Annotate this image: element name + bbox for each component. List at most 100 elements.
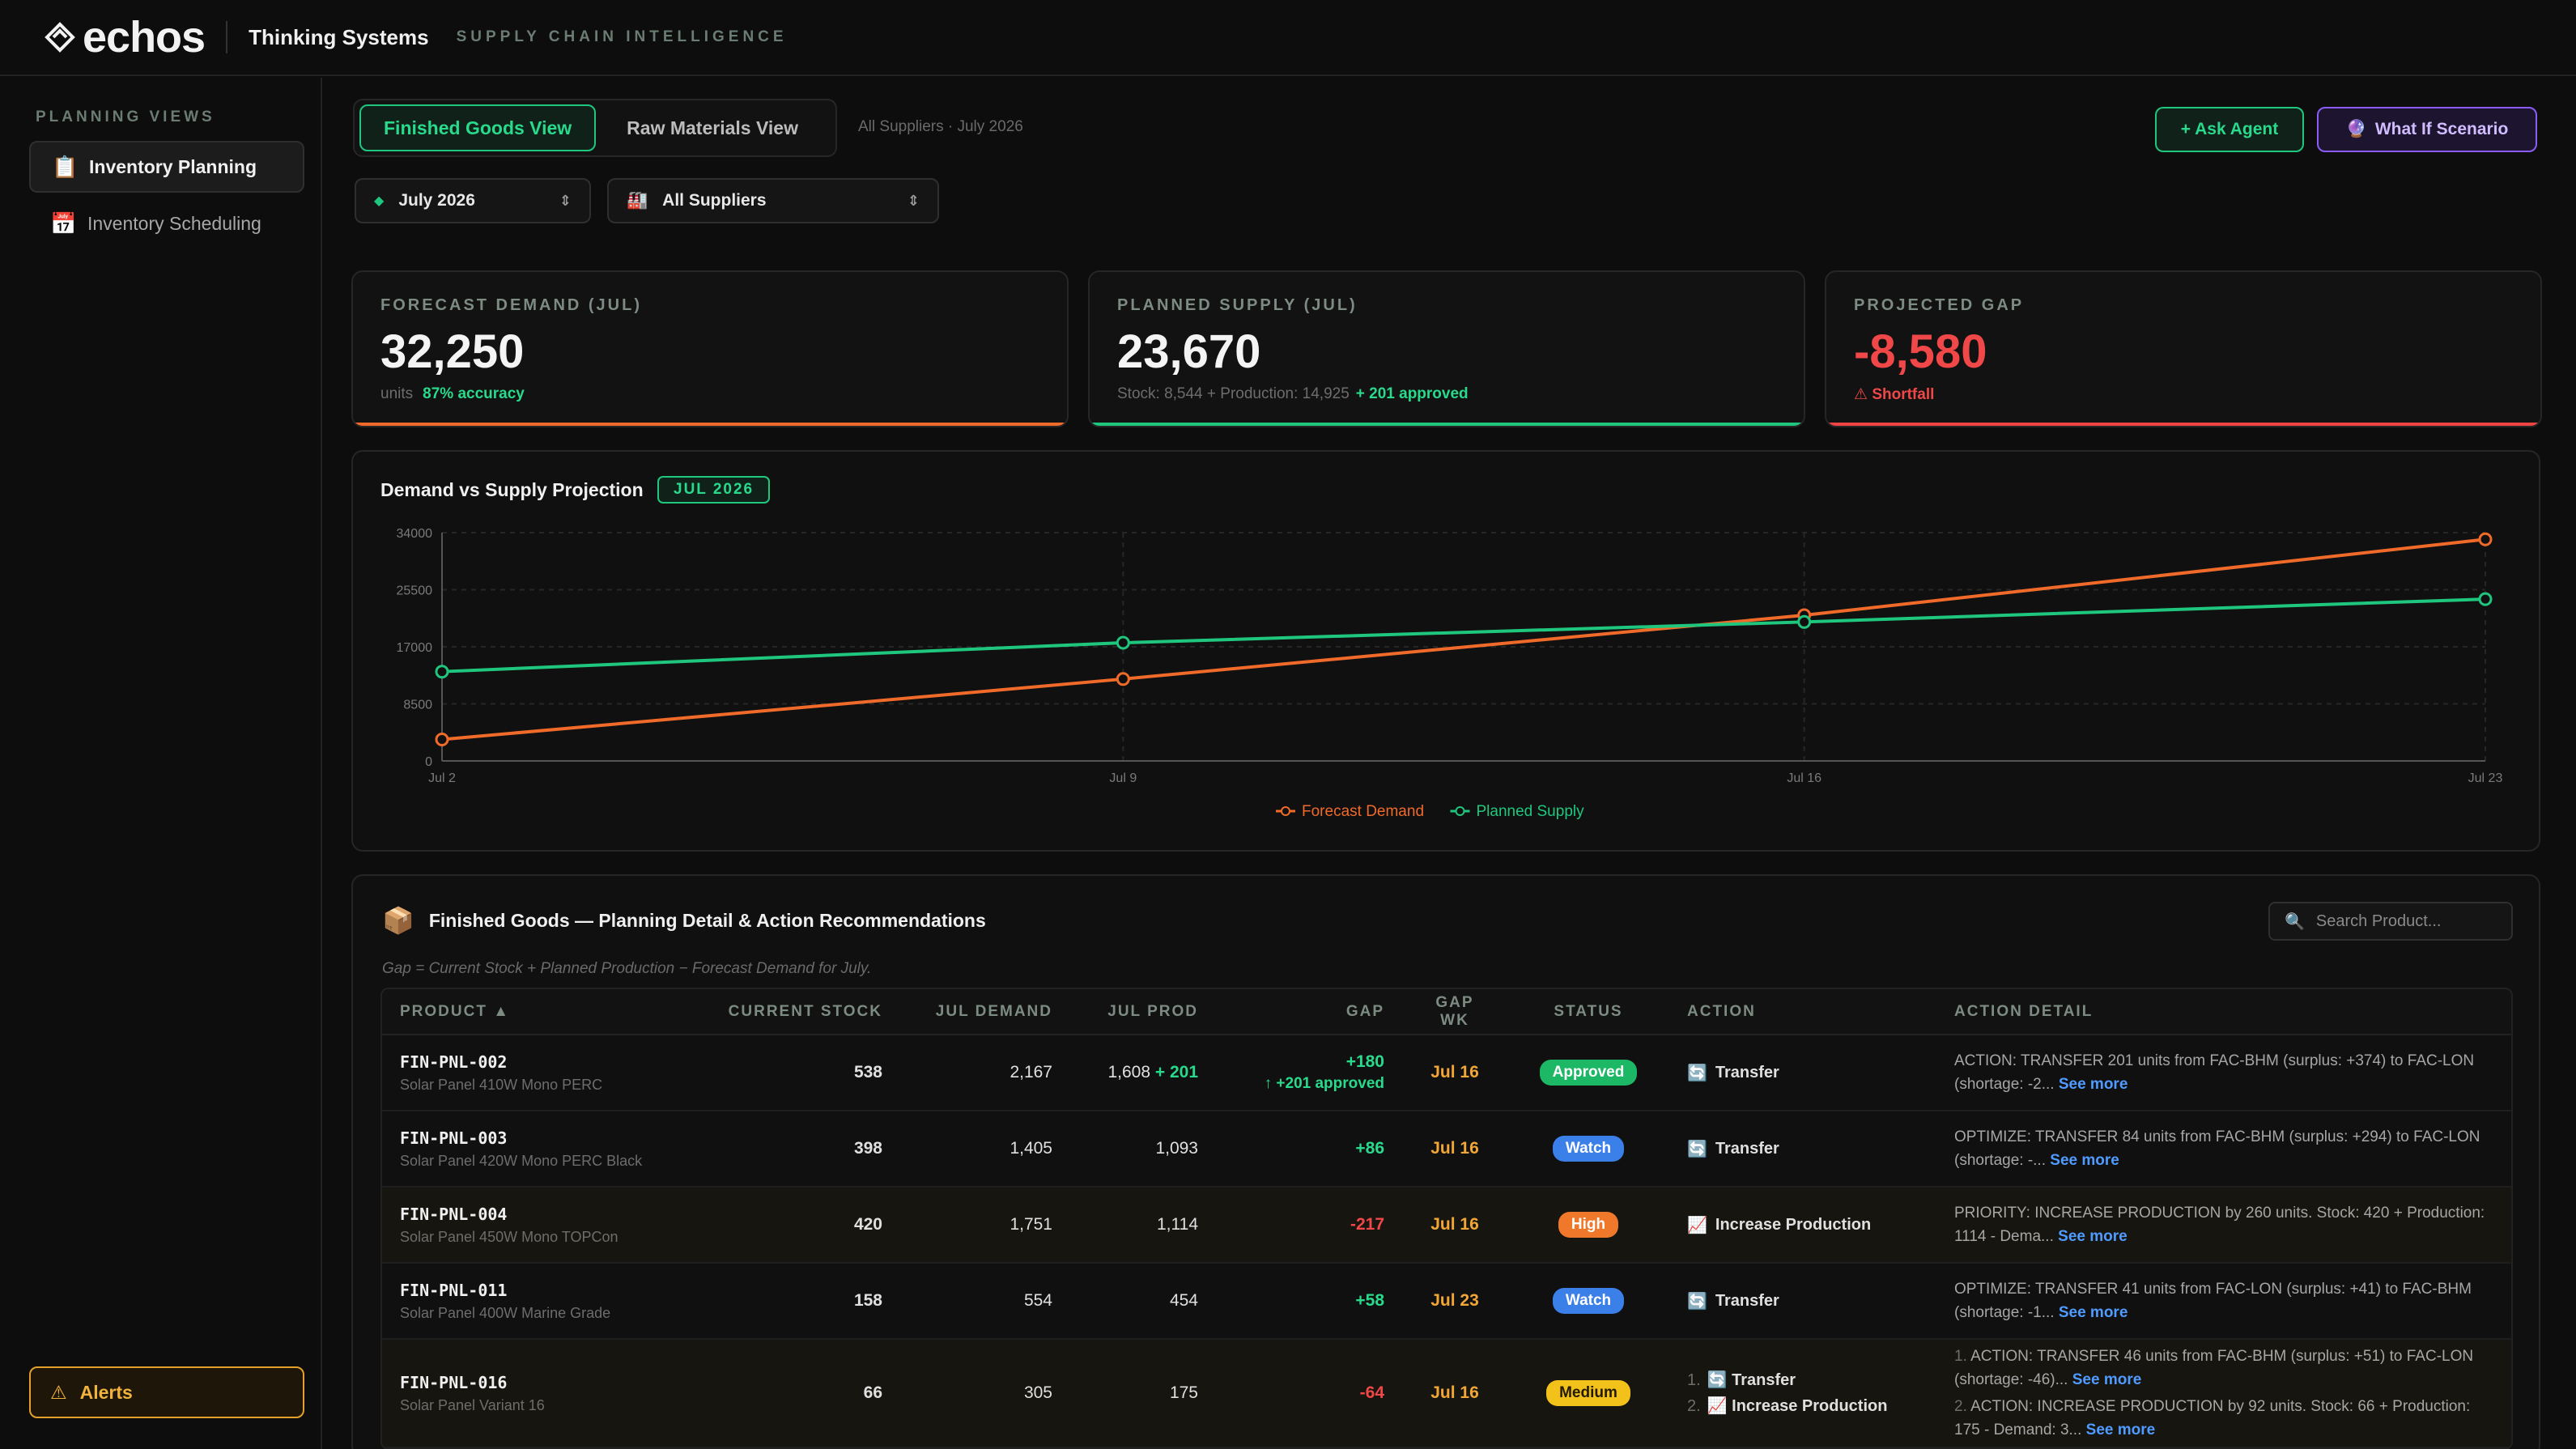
gap-week: Jul 16 <box>1402 1111 1507 1188</box>
product-name: Solar Panel 450W Mono TOPCon <box>400 1228 618 1245</box>
crystal-ball-icon: 🔮 <box>2345 120 2367 138</box>
col-jul-demand[interactable]: JUL DEMAND <box>900 989 1070 1035</box>
see-more-link[interactable]: See more <box>2072 1371 2142 1388</box>
table-row[interactable]: FIN-PNL-004 Solar Panel 450W Mono TOPCon … <box>382 1187 2511 1264</box>
col-status[interactable]: STATUS <box>1507 989 1669 1035</box>
table-title-text: Finished Goods — Planning Detail & Actio… <box>428 909 986 931</box>
jul-demand: 554 <box>900 1263 1070 1340</box>
kpi-forecast-demand: FORECAST DEMAND (JUL) 32,250 units 87% ac… <box>351 270 1069 427</box>
action-transfer[interactable]: 🔄 Transfer <box>1687 1063 1919 1083</box>
approved-badge: + 201 approved <box>1355 385 1469 402</box>
gap-value: -217 <box>1216 1187 1402 1264</box>
kpi-label: FORECAST DEMAND (JUL) <box>380 296 642 314</box>
col-action-detail[interactable]: ACTION DETAIL <box>1936 989 2511 1035</box>
col-action[interactable]: ACTION <box>1669 989 1936 1035</box>
current-stock: 420 <box>706 1187 900 1264</box>
prod-extra: + 201 <box>1154 1063 1198 1081</box>
action-detail-text: PRIORITY: INCREASE PRODUCTION by 260 uni… <box>1954 1205 2485 1245</box>
sidebar-item-inventory-planning[interactable]: 📋 Inventory Planning <box>29 141 304 193</box>
transfer-icon: 🔄 <box>1707 1371 1728 1389</box>
jul-prod: 175 <box>1070 1339 1216 1448</box>
col-gap-wk[interactable]: GAP WK <box>1402 989 1507 1035</box>
planning-detail-card: 📦 Finished Goods — Planning Detail & Act… <box>351 874 2540 1449</box>
chart-period-badge: JUL 2026 <box>657 476 771 504</box>
supplier-select-value: All Suppliers <box>662 191 767 210</box>
sidebar-item-inventory-scheduling[interactable]: 📅 Inventory Scheduling <box>29 198 304 249</box>
search-placeholder: Search Product... <box>2315 911 2442 930</box>
shortfall-label: Shortfall <box>1872 386 1935 403</box>
series-line-forecast-demand <box>441 538 2486 741</box>
status-badge: Watch <box>1552 1136 1625 1162</box>
jul-demand: 2,167 <box>900 1035 1070 1111</box>
action-transfer[interactable]: 1. 🔄 Transfer <box>1687 1367 1919 1393</box>
see-more-link[interactable]: See more <box>2085 1421 2156 1438</box>
kpi-planned-supply: PLANNED SUPPLY (JUL) 23,670 Stock: 8,544… <box>1088 270 1805 427</box>
action-label: Increase Production <box>1732 1397 1888 1415</box>
logo[interactable]: echos <box>42 12 206 62</box>
kpi-value: -8,580 <box>1854 325 1987 378</box>
warning-icon: ⚠ <box>1854 386 1868 403</box>
col-product[interactable]: PRODUCT ▲ <box>382 989 706 1035</box>
data-point <box>2478 592 2493 606</box>
tab-raw-materials[interactable]: Raw Materials View <box>627 117 798 138</box>
main-content: Finished Goods View Raw Materials View A… <box>324 78 2576 1449</box>
kpi-value: 32,250 <box>380 325 525 378</box>
y-tick-label: 8500 <box>403 699 432 712</box>
data-point <box>2478 532 2493 546</box>
product-name: Solar Panel Variant 16 <box>400 1396 545 1413</box>
action-increase-production[interactable]: 📈 Increase Production <box>1687 1215 1919 1235</box>
package-icon: 📦 <box>382 906 414 935</box>
action-detail: PRIORITY: INCREASE PRODUCTION by 260 uni… <box>1954 1201 2497 1248</box>
gap-value: +58 <box>1216 1263 1402 1340</box>
table-row[interactable]: FIN-PNL-011 Solar Panel 400W Marine Grade… <box>382 1263 2511 1340</box>
current-stock: 66 <box>706 1339 900 1448</box>
action-detail: 2. ACTION: INCREASE PRODUCTION by 92 uni… <box>1954 1395 2497 1442</box>
ask-agent-button[interactable]: + Ask Agent <box>2155 107 2304 152</box>
logo-text: echos <box>83 13 206 62</box>
action-detail: OPTIMIZE: TRANSFER 41 units from FAC-LON… <box>1954 1277 2497 1324</box>
chart-title: Demand vs Supply Projection <box>380 479 644 500</box>
kpi-value: 23,670 <box>1117 325 1261 378</box>
action-detail-text: ACTION: TRANSFER 201 units from FAC-BHM … <box>1954 1052 2475 1093</box>
product-name: Solar Panel 420W Mono PERC Black <box>400 1152 643 1169</box>
jul-prod: 1,608 + 201 <box>1070 1035 1216 1111</box>
action-transfer[interactable]: 🔄 Transfer <box>1687 1139 1919 1159</box>
month-select[interactable]: ◆ July 2026 ⇕ <box>355 178 591 223</box>
legend-marker <box>1455 806 1465 816</box>
product-id: FIN-PNL-004 <box>400 1204 508 1224</box>
gap-week: Jul 16 <box>1402 1035 1507 1111</box>
chart-up-icon: 📈 <box>1687 1216 1707 1234</box>
product-name: Solar Panel 400W Marine Grade <box>400 1304 611 1321</box>
planning-table: PRODUCT ▲ CURRENT STOCK JUL DEMAND JUL P… <box>380 988 2513 1449</box>
what-if-scenario-button[interactable]: 🔮 What If Scenario <box>2317 107 2537 152</box>
prod-value: 1,608 <box>1107 1063 1151 1081</box>
warning-icon: ⚠ <box>50 1381 67 1403</box>
supplier-select[interactable]: 🏭 All Suppliers ⇕ <box>607 178 939 223</box>
col-current-stock[interactable]: CURRENT STOCK <box>706 989 900 1035</box>
tab-finished-goods[interactable]: Finished Goods View <box>359 104 597 151</box>
see-more-link[interactable]: See more <box>2058 1304 2128 1321</box>
list-number: 1. <box>1687 1371 1701 1389</box>
see-more-link[interactable]: See more <box>2058 1228 2128 1245</box>
current-stock: 538 <box>706 1035 900 1111</box>
product-id: FIN-PNL-011 <box>400 1280 508 1300</box>
alerts-button[interactable]: ⚠ Alerts <box>29 1366 304 1418</box>
action-increase-production[interactable]: 2. 📈 Increase Production <box>1687 1393 1919 1419</box>
col-gap[interactable]: GAP <box>1216 989 1402 1035</box>
month-select-value: July 2026 <box>398 191 475 210</box>
table-row[interactable]: FIN-PNL-003 Solar Panel 420W Mono PERC Bl… <box>382 1111 2511 1188</box>
see-more-link[interactable]: See more <box>2058 1076 2128 1093</box>
action-detail-text: OPTIMIZE: TRANSFER 84 units from FAC-BHM… <box>1954 1128 2480 1169</box>
col-jul-prod[interactable]: JUL PROD <box>1070 989 1216 1035</box>
see-more-link[interactable]: See more <box>2050 1152 2119 1169</box>
table-row[interactable]: FIN-PNL-016 Solar Panel Variant 16 66 305… <box>382 1339 2511 1448</box>
transfer-icon: 🔄 <box>1687 1140 1707 1158</box>
chart-up-icon: 📈 <box>1707 1397 1728 1415</box>
table-row[interactable]: FIN-PNL-002 Solar Panel 410W Mono PERC 53… <box>382 1035 2511 1111</box>
current-stock: 158 <box>706 1263 900 1340</box>
sidebar-item-label: Inventory Scheduling <box>87 212 261 234</box>
gap-value: -64 <box>1216 1339 1402 1448</box>
sidebar-heading: PLANNING VIEWS <box>36 108 215 125</box>
action-transfer[interactable]: 🔄 Transfer <box>1687 1291 1919 1311</box>
search-input[interactable]: 🔍 Search Product... <box>2268 902 2513 941</box>
